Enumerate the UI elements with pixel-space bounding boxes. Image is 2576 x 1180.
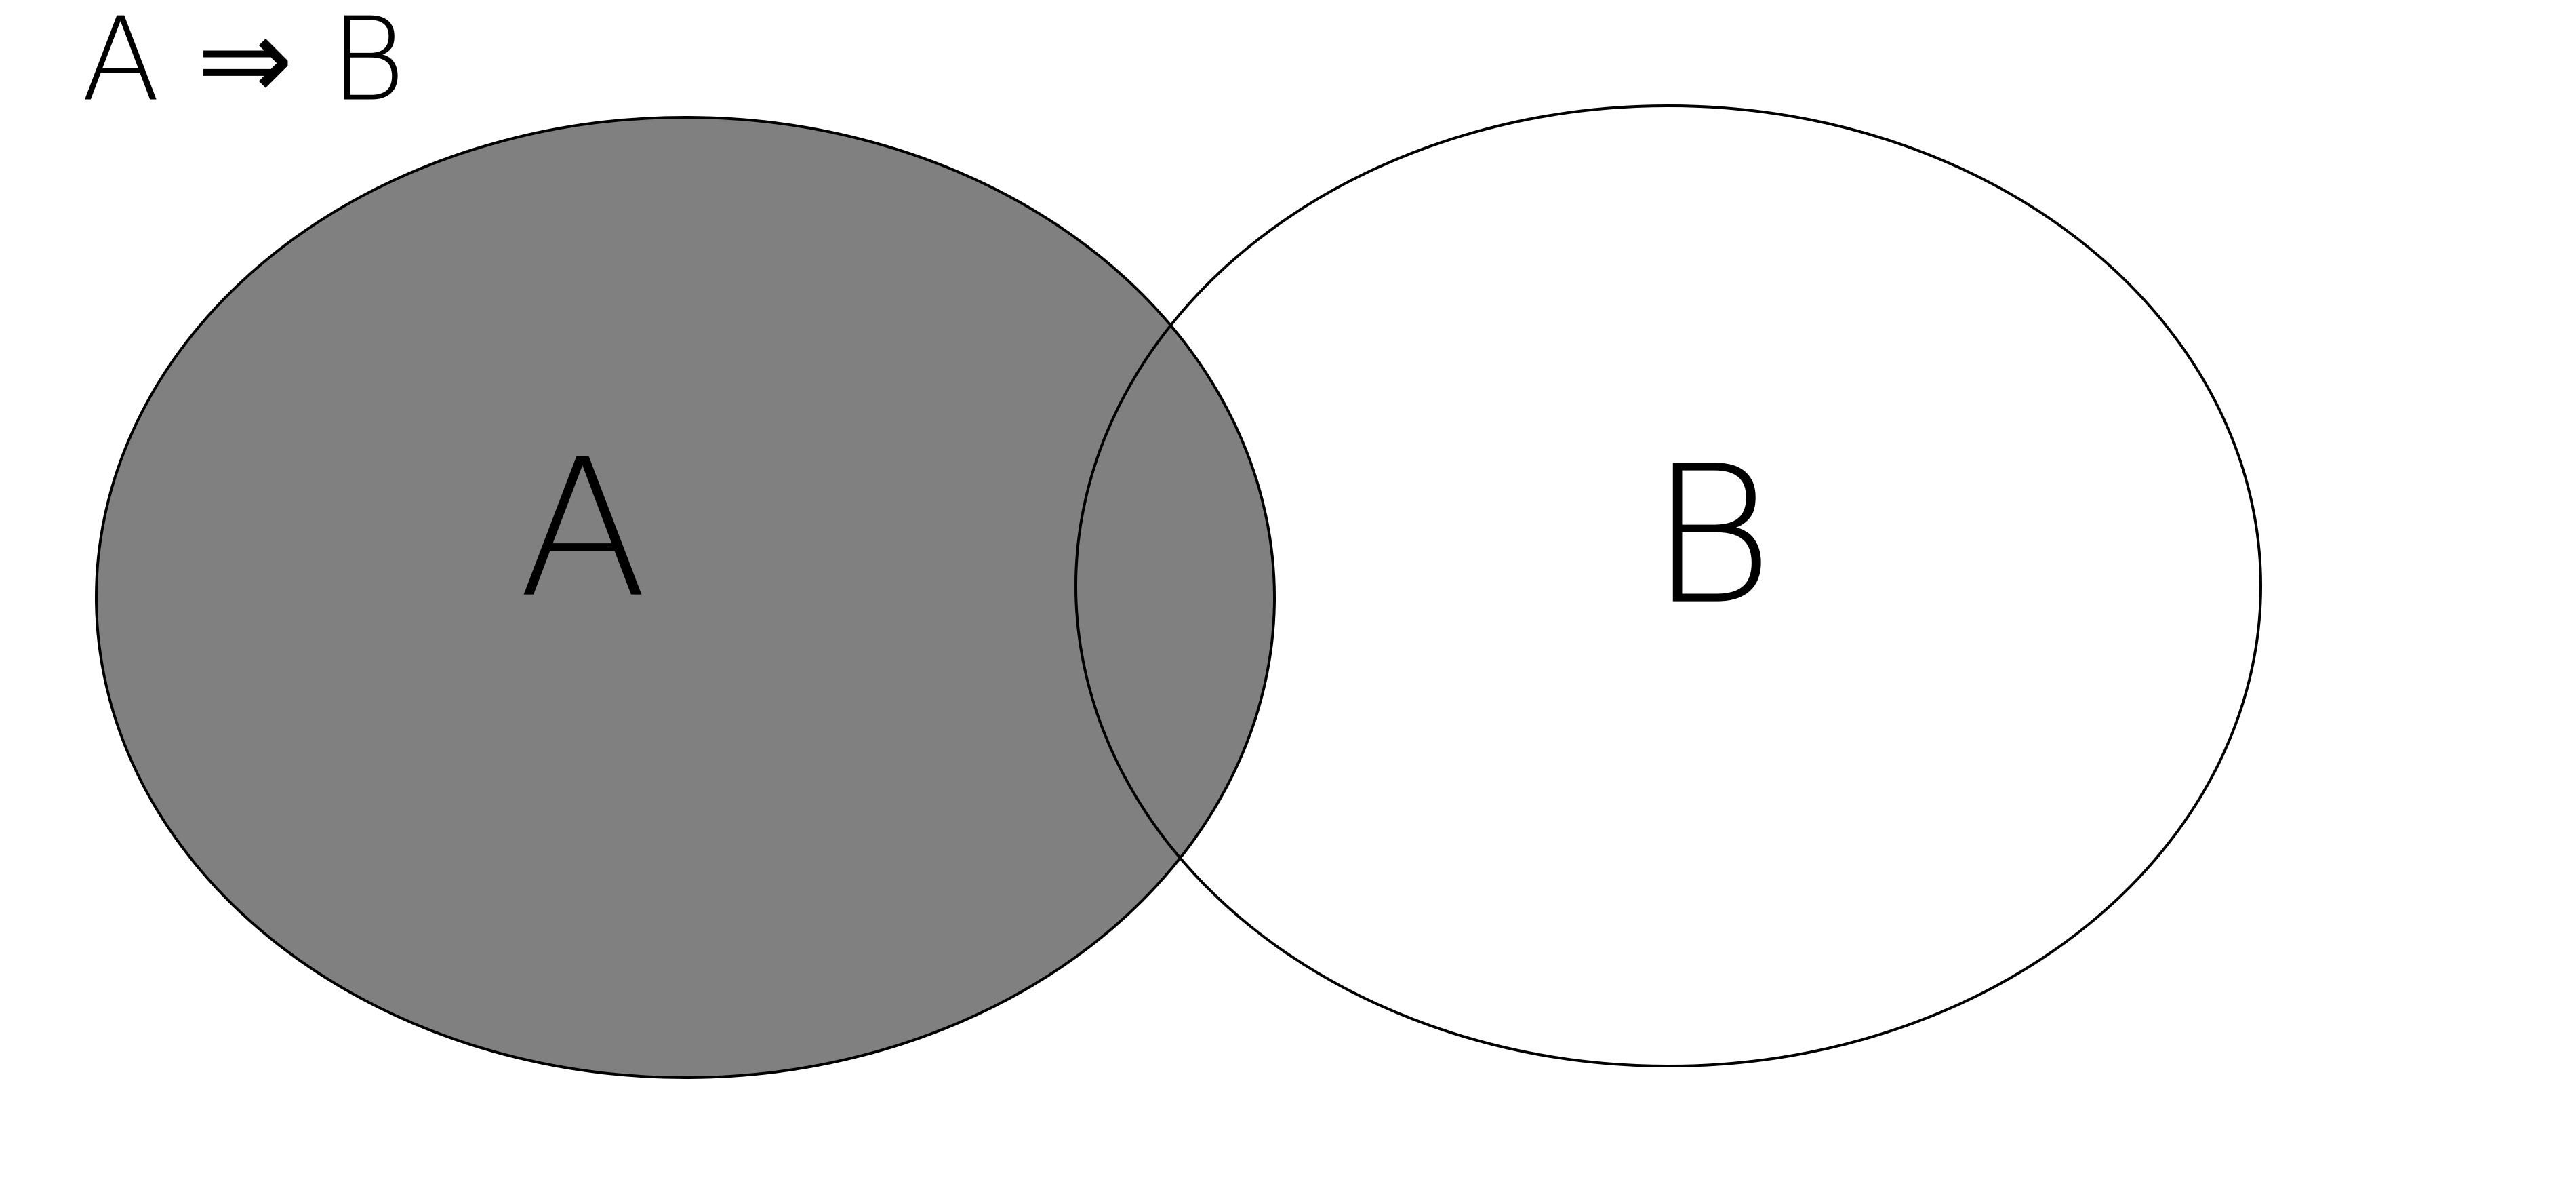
set-b-outline — [1074, 104, 2262, 1067]
set-b-label: B — [1649, 426, 1773, 647]
title: A ⇒ B — [81, 0, 405, 127]
set-a-label: A — [518, 419, 648, 640]
set-a-region — [95, 116, 1276, 1079]
